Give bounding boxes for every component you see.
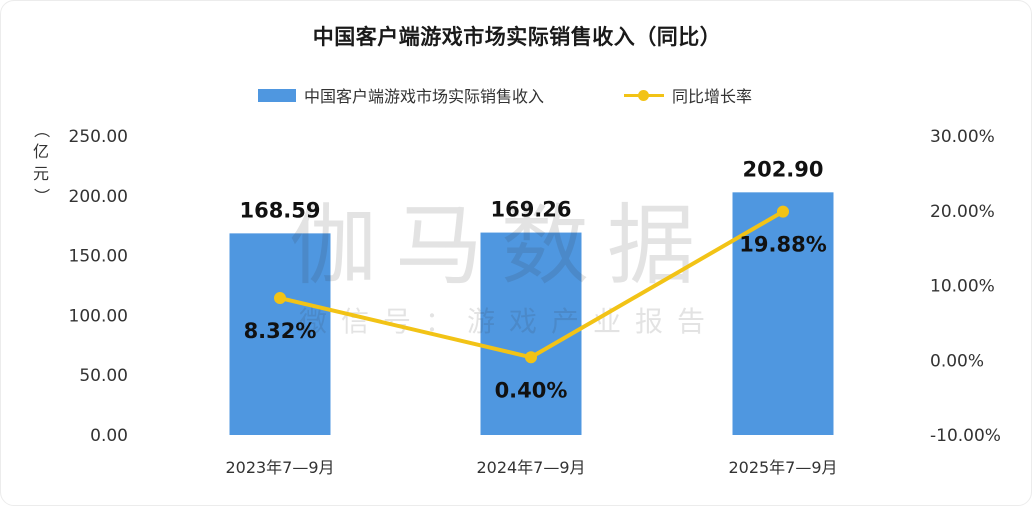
line-series xyxy=(274,205,789,364)
bar xyxy=(229,233,331,435)
legend-line-swatch xyxy=(624,89,664,102)
right-tick-label: 30.00% xyxy=(930,127,995,147)
bar xyxy=(732,192,834,435)
bar-value-label: 169.26 xyxy=(490,198,571,222)
legend-label-revenue: 中国客户端游戏市场实际销售收入 xyxy=(304,87,545,106)
line-point xyxy=(274,292,286,305)
left-tick-label: 50.00 xyxy=(79,366,128,386)
line-value-label: 19.88% xyxy=(739,233,826,257)
x-tick-label: 2023年7—9月 xyxy=(225,458,334,477)
left-tick-label: 100.00 xyxy=(69,306,128,326)
left-axis-ticks: 0.00 50.00 100.00 150.00 200.00 250.00 xyxy=(69,127,128,446)
bar-value-labels: 168.59 169.26 202.90 xyxy=(239,157,823,222)
unit-char-yi: 亿 xyxy=(32,142,49,161)
right-tick-label: 0.00% xyxy=(930,351,984,371)
y-axis-unit-label: （ 亿 元 ） xyxy=(31,119,51,207)
left-tick-label: 150.00 xyxy=(69,247,128,267)
watermark-sub: 微信号：游戏产业报告 xyxy=(299,305,719,338)
bar-value-label: 168.59 xyxy=(239,198,320,222)
watermark: 伽马数据 微信号：游戏产业报告 xyxy=(289,194,719,338)
left-tick-label: 0.00 xyxy=(90,426,128,446)
line-point xyxy=(777,205,789,218)
legend: 中国客户端游戏市场实际销售收入 同比增长率 xyxy=(1,83,1032,107)
right-tick-label: 20.00% xyxy=(930,202,995,222)
unit-char-yuan: 元 xyxy=(32,164,49,183)
left-tick-label: 200.00 xyxy=(69,187,128,207)
bar xyxy=(480,232,582,435)
chart-title: 中国客户端游戏市场实际销售收入（同比） xyxy=(312,25,722,49)
left-tick-label: 250.00 xyxy=(69,127,128,147)
x-tick-label: 2025年7—9月 xyxy=(728,458,837,477)
line-value-label: 8.32% xyxy=(244,319,317,343)
legend-label-growth: 同比增长率 xyxy=(672,87,753,106)
line-value-label: 0.40% xyxy=(495,378,568,402)
legend-item-growth: 同比增长率 xyxy=(624,83,752,107)
legend-bar-swatch xyxy=(258,88,296,102)
x-tick-label: 2024年7—9月 xyxy=(476,458,585,477)
right-tick-label: 10.00% xyxy=(930,277,995,297)
line-value-labels: 8.32% 0.40% 19.88% xyxy=(244,233,827,403)
legend-item-revenue: 中国客户端游戏市场实际销售收入 xyxy=(258,83,544,107)
x-axis-ticks: 2023年7—9月 2024年7—9月 2025年7—9月 xyxy=(225,458,837,477)
bar-value-label: 202.90 xyxy=(742,157,823,181)
watermark-main: 伽马数据 xyxy=(289,194,713,297)
line-point xyxy=(525,351,537,364)
right-tick-label: -10.00% xyxy=(930,426,1001,446)
right-axis-ticks: -10.00% 0.00% 10.00% 20.00% 30.00% xyxy=(930,127,1001,446)
